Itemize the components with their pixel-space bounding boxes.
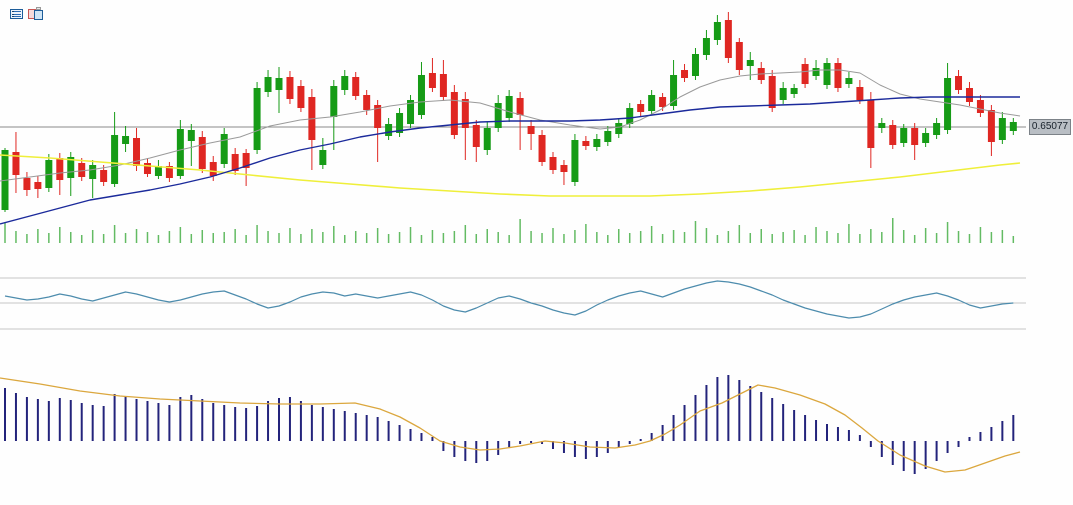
volume-bars-layer [4,218,1015,243]
ma-mid-line [0,96,1020,225]
ma-slow-line [0,154,1021,197]
new-chart-icon-tab [36,7,41,10]
last-price-badge: 0.65077 [1029,119,1071,135]
oscillator-line [4,280,1014,319]
chart-toolbar [10,7,44,21]
oscillator-gridlines [0,277,1026,330]
new-chart-icon[interactable] [28,7,44,20]
macd-histogram-layer [4,375,1015,474]
quotes-list-icon[interactable] [10,9,23,19]
new-chart-icon-front-pane [34,10,43,20]
ma-fast-line [0,69,1021,182]
macd-signal-line [0,377,1021,473]
